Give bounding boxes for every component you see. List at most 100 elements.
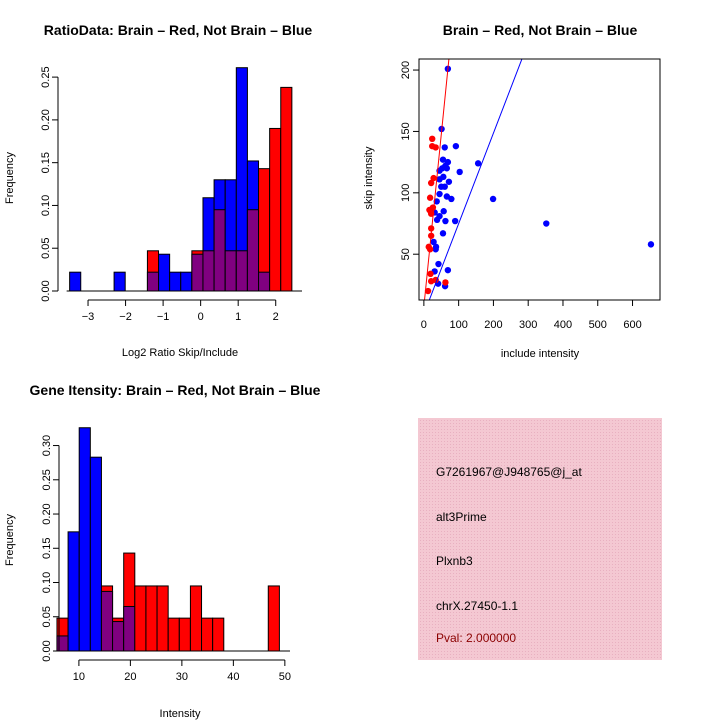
info-panel: G7261967@J948765@j_at alt3Prime Plxnb3 c…: [418, 418, 662, 660]
ratio-hist-y-tick-label: 0.00: [40, 280, 52, 301]
blue-point: [445, 178, 453, 185]
ratio-hist-x-tick-label: −2: [119, 311, 132, 323]
scatter-x-tick-label: 0: [421, 319, 427, 331]
probe-id: G7261967@J948765@j_at: [436, 465, 582, 479]
red-point: [427, 270, 434, 278]
ratio-hist-y-tick-label: 0.10: [40, 195, 52, 216]
scatter-x-tick-label: 600: [623, 319, 641, 331]
blue-point: [436, 190, 443, 198]
scatter-y-tick-label: 100: [400, 184, 412, 202]
intensity-hist-y-tick-label: 0.05: [41, 606, 53, 627]
blue-point: [444, 266, 452, 274]
scatter-y-tick-label: 50: [400, 248, 412, 260]
ratio-hist-bar: [269, 127, 282, 292]
blue-point: [439, 230, 447, 237]
intensity-hist-bar: [167, 617, 180, 652]
ratio-hist-x-tick-label: 2: [273, 311, 279, 323]
blue-point: [451, 217, 459, 225]
intensity-hist-bar: [145, 585, 158, 652]
intensity-hist-x-tick-label: 50: [279, 671, 291, 683]
intensity-histogram: 0.00 0.05 0.10 0.15 0.20 0.25 0.30 10 20 30 40 50: [41, 427, 291, 683]
blue-point: [452, 142, 460, 150]
intensity-hist-bar: [78, 427, 91, 652]
ratio-hist-overlap-bar: [191, 253, 204, 292]
blue-point: [440, 173, 447, 181]
blue-point: [439, 156, 447, 163]
red-point: [442, 279, 449, 286]
intensity-hist-bar: [189, 585, 203, 652]
ratio-hist-bar: [280, 86, 293, 292]
ratio-hist-xlabel: Log2 Ratio Skip/Include: [122, 347, 238, 359]
blue-point: [443, 165, 451, 172]
ratio-hist-y-tick-label: 0.15: [40, 152, 52, 173]
event-type: alt3Prime: [436, 510, 487, 524]
intensity-hist-y-tick-label: 0.10: [41, 572, 53, 593]
blue-point: [543, 220, 550, 227]
ratio-hist-x-tick-label: 1: [235, 311, 241, 323]
ratio-hist-y-tick-label: 0.25: [40, 66, 52, 87]
ratio-hist-ylabel: Frequency: [4, 152, 16, 204]
ratio-hist-overlap-bar: [235, 250, 248, 292]
blue-point: [430, 238, 437, 246]
scatter-y-tick-label: 150: [400, 122, 412, 140]
ratio-hist-title: RatioData: Brain – Red, Not Brain – Blue: [44, 22, 313, 38]
info-panel-background: [418, 418, 662, 660]
intensity-hist-bar: [156, 585, 169, 652]
intensity-hist-bar: [212, 617, 225, 652]
red-point: [427, 225, 435, 232]
intensity-hist-y-tick-label: 0.20: [41, 503, 53, 524]
scatter-x-tick-label: 100: [449, 319, 467, 331]
red-point: [424, 287, 432, 295]
intensity-hist-x-tick-label: 30: [176, 671, 188, 683]
blue-point: [441, 183, 448, 190]
scatter-plot-area: [424, 59, 655, 300]
intensity-scatter: 0 100 200 300 400 500 600 50 100 150 200: [400, 58, 661, 331]
pval: Pval: 2.000000: [436, 631, 516, 645]
intensity-hist-bar: [134, 585, 147, 652]
intensity-hist-overlap-bar: [112, 621, 125, 652]
scatter-ylabel: skip intensity: [363, 146, 375, 209]
red-point: [430, 174, 437, 182]
ratio-histogram: 0.00 0.05 0.10 0.15 0.20 0.25 −3 −2 −1 0 1 2: [40, 66, 302, 323]
ratio-hist-x-tick-label: 0: [198, 311, 204, 323]
ratio-hist-bar: [113, 271, 126, 292]
blue-point: [432, 243, 440, 251]
blue-point: [440, 208, 447, 215]
blue-fit-line: [428, 59, 523, 300]
scatter-xlabel: include intensity: [501, 348, 580, 360]
red-fit-line: [424, 59, 450, 300]
red-point: [427, 179, 435, 187]
scatter-x-tick-label: 500: [589, 319, 607, 331]
blue-point: [439, 165, 446, 172]
intensity-hist-xlabel: Intensity: [160, 708, 201, 720]
red-point: [429, 204, 437, 211]
intensity-hist-bar: [67, 531, 80, 652]
ratio-hist-overlap-bar: [224, 250, 237, 292]
ratio-hist-bar: [69, 271, 82, 292]
blue-point: [441, 144, 448, 151]
intensity-hist-bar: [89, 456, 102, 652]
ratio-hist-y-tick-label: 0.05: [40, 238, 52, 259]
ratio-hist-bar: [169, 271, 182, 292]
ratio-hist-y-tick-label: 0.20: [40, 109, 52, 130]
scatter-x-tick-label: 200: [484, 319, 502, 331]
scatter-frame: [418, 58, 661, 301]
red-point: [426, 194, 434, 201]
scatter-y-tick-label: 200: [400, 61, 412, 79]
ratio-hist-overlap-bar: [258, 271, 271, 292]
intensity-hist-y-tick-label: 0.25: [41, 469, 53, 490]
blue-point: [433, 216, 441, 224]
intensity-hist-bar: [267, 585, 280, 652]
blue-point: [456, 168, 463, 176]
blue-point: [474, 160, 482, 167]
intensity-hist-x-tick-label: 10: [73, 671, 85, 683]
ratio-hist-overlap-bar: [213, 209, 226, 292]
blue-point: [647, 241, 655, 248]
ratio-hist-overlap-bar: [146, 271, 160, 292]
ratio-hist-overlap-bar: [246, 209, 260, 292]
intensity-hist-overlap-bar: [123, 605, 136, 652]
scatter-x-tick-label: 300: [519, 319, 537, 331]
blue-point: [442, 217, 449, 225]
red-point: [432, 144, 439, 151]
blue-point: [435, 260, 442, 268]
